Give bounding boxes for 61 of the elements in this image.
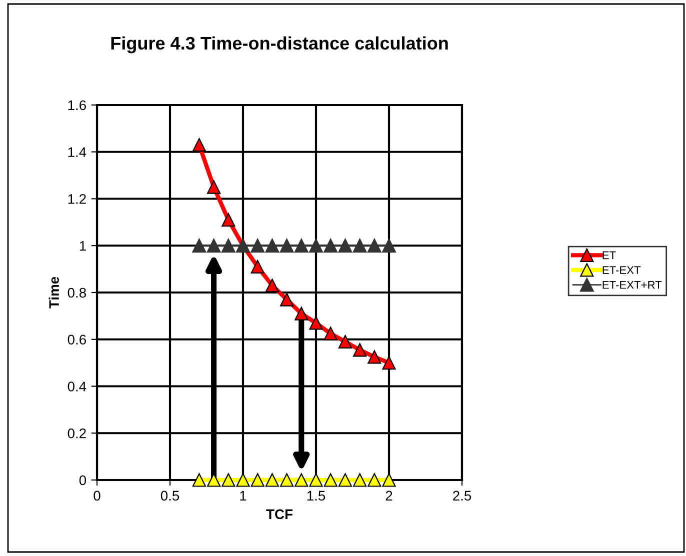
point [294,306,308,320]
point [324,238,338,253]
chart-title: Figure 4.3 Time-on-distance calculation [111,36,448,54]
y-tick-label: 0 [79,475,86,486]
point [280,238,294,253]
point [250,238,265,253]
point [309,473,323,487]
point [309,316,323,330]
point [250,473,264,487]
x-tick-label: 2.5 [453,490,472,501]
point [352,238,367,253]
legend-label: ET [602,251,616,260]
point [236,473,250,487]
y-tick-label: 1.2 [68,194,86,204]
point [324,326,338,340]
point [206,473,221,487]
point [222,213,236,227]
point [280,292,294,306]
y-tick-label: 0.8 [68,288,86,298]
point [250,260,264,274]
point [352,473,367,487]
y-tick-label: 1.4 [68,147,86,157]
point [368,473,382,487]
y-axis-title: Time [48,276,59,308]
point [309,238,323,253]
point [192,138,206,152]
point [192,238,206,253]
point [221,238,236,253]
point [382,356,396,370]
legend-label: ET-EXT [602,266,641,274]
y-tick-label: 0.4 [68,382,86,392]
x-tick-label: 1.5 [307,490,326,501]
point [338,238,352,253]
point [206,238,221,253]
point [265,278,280,292]
point [222,473,236,487]
y-tick-label: 1.6 [68,100,86,110]
point [368,350,382,364]
y-tick-label: 0.2 [68,428,86,438]
point [265,238,280,253]
point [265,473,280,487]
point [352,343,367,357]
point [382,473,396,487]
x-axis-title: TCF [266,509,292,520]
x-tick-label: 0.5 [160,490,180,501]
point [280,473,294,487]
point [294,238,308,253]
legend-label: ET-EXT+RT [602,281,662,289]
point [192,473,206,487]
point [338,334,352,349]
y-tick-label: 0.6 [68,334,86,345]
point [338,473,352,487]
x-tick-label: 1 [240,490,246,500]
x-tick-label: 2 [386,490,392,500]
x-tick-label: 0 [94,490,100,501]
point [206,180,221,194]
point [367,238,382,253]
point [324,473,338,487]
point [294,473,308,487]
point [382,238,396,253]
y-tick-label: 1 [80,241,86,251]
